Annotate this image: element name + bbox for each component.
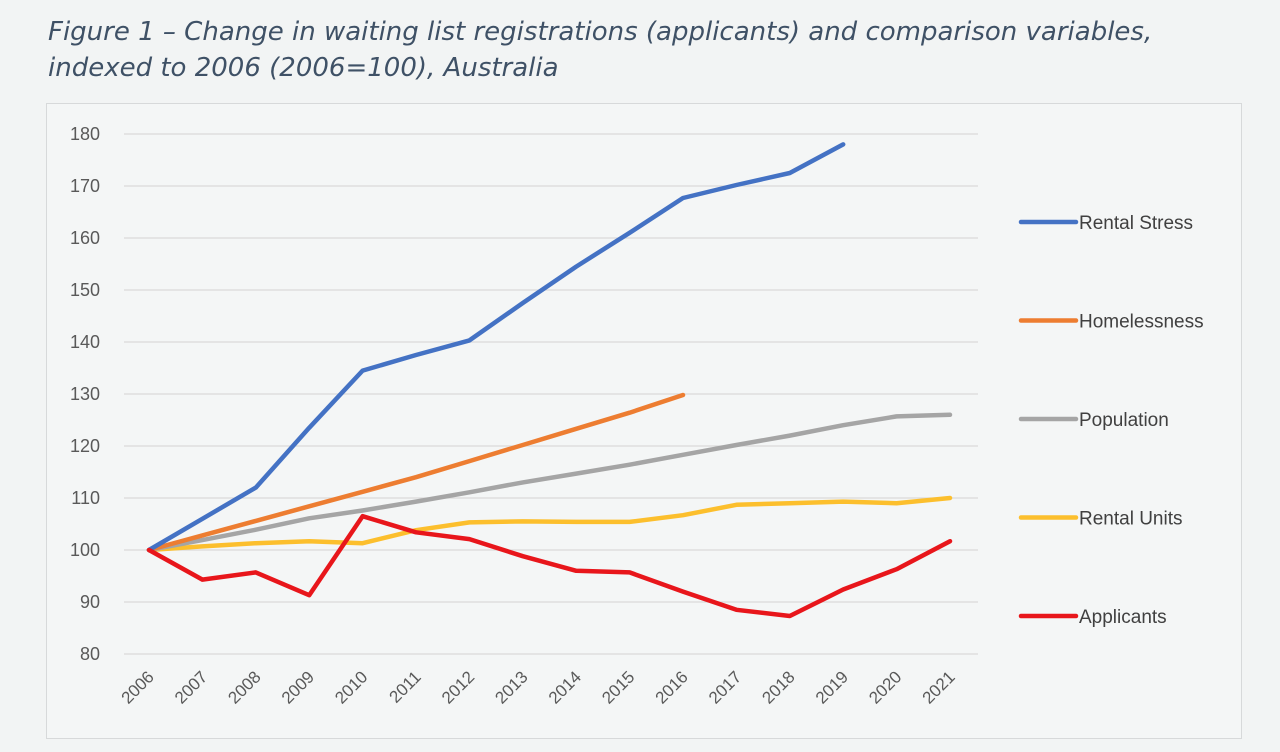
- x-axis-tick-labels: 2006 2007 2008 2009 2010 2011 2012 2013 2014 2015…: [118, 667, 959, 707]
- series-line-applicants: [146, 513, 953, 619]
- series-lines: [146, 142, 953, 619]
- x-tick-label: 2010: [331, 667, 371, 707]
- x-tick-label: 2021: [919, 667, 959, 707]
- y-tick-label: 160: [70, 228, 100, 248]
- x-tick-label: 2013: [491, 667, 531, 707]
- legend-label-population: Population: [1079, 410, 1169, 431]
- legend-label-rental-units: Rental Units: [1079, 509, 1183, 530]
- x-tick-label: 2014: [545, 667, 585, 707]
- x-tick-label: 2008: [224, 667, 264, 707]
- y-tick-label: 140: [70, 332, 100, 352]
- legend-label-applicants: Applicants: [1079, 607, 1167, 628]
- x-tick-label: 2016: [652, 667, 692, 707]
- y-tick-label: 120: [70, 436, 100, 456]
- y-tick-label: 100: [70, 540, 100, 560]
- series-line-population: [146, 412, 953, 553]
- y-tick-label: 130: [70, 384, 100, 404]
- y-tick-label: 80: [80, 644, 100, 664]
- y-tick-label: 150: [70, 280, 100, 300]
- figure-title: Figure 1 – Change in waiting list regist…: [48, 17, 1153, 83]
- x-tick-label: 2011: [386, 667, 425, 706]
- x-tick-label: 2019: [812, 667, 852, 707]
- legend-label-homelessness: Homelessness: [1079, 312, 1204, 333]
- y-tick-label: 180: [70, 124, 100, 144]
- legend-label-rental-stress: Rental Stress: [1079, 213, 1193, 234]
- y-tick-label: 90: [80, 592, 100, 612]
- line-chart: 80 90 100 110 120 130 140 150 160 170 180 2006 2007…: [70, 124, 1204, 708]
- series-line-rental-units: [146, 495, 953, 553]
- y-tick-label: 170: [70, 176, 100, 196]
- gridlines: [124, 133, 978, 655]
- legend: Rental Stress Homelessness Population Renta…: [1018, 213, 1204, 628]
- x-tick-label: 2006: [118, 667, 158, 707]
- x-tick-label: 2018: [758, 667, 798, 707]
- series-line-homelessness: [146, 392, 686, 553]
- x-tick-label: 2017: [705, 667, 745, 707]
- x-tick-label: 2009: [278, 667, 318, 707]
- x-tick-label: 2015: [598, 667, 638, 707]
- x-tick-label: 2012: [438, 667, 478, 707]
- x-tick-label: 2020: [865, 667, 905, 707]
- y-tick-label: 110: [71, 488, 100, 508]
- y-axis-tick-labels: 80 90 100 110 120 130 140 150 160 170 180: [70, 124, 100, 664]
- series-line-rental-stress: [146, 142, 846, 553]
- x-tick-label: 2007: [171, 667, 211, 707]
